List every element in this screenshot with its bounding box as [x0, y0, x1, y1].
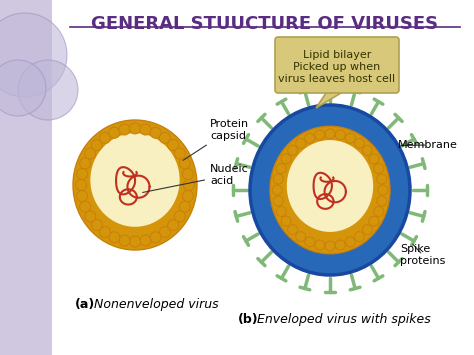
Circle shape [288, 225, 298, 235]
Circle shape [159, 226, 171, 237]
Text: Spike
proteins: Spike proteins [400, 244, 446, 266]
Circle shape [273, 196, 283, 206]
Circle shape [75, 180, 87, 191]
Circle shape [85, 148, 96, 159]
Circle shape [77, 169, 88, 180]
Circle shape [288, 145, 298, 155]
Circle shape [85, 211, 96, 222]
Circle shape [377, 196, 387, 206]
Circle shape [80, 158, 91, 169]
Circle shape [281, 154, 291, 164]
Ellipse shape [270, 126, 390, 254]
Circle shape [325, 129, 335, 139]
Circle shape [183, 180, 194, 191]
Circle shape [272, 185, 282, 195]
Circle shape [179, 201, 191, 212]
Circle shape [109, 127, 120, 138]
Circle shape [0, 60, 46, 116]
Circle shape [362, 225, 373, 235]
Circle shape [129, 236, 140, 247]
Circle shape [296, 232, 306, 242]
Circle shape [174, 211, 185, 222]
Ellipse shape [91, 133, 180, 227]
Text: Lipid bilayer: Lipid bilayer [303, 50, 371, 60]
Ellipse shape [250, 105, 410, 275]
Circle shape [276, 164, 286, 174]
Circle shape [140, 235, 151, 246]
Text: GENERAL STUUCTURE OF VIRUSES: GENERAL STUUCTURE OF VIRUSES [91, 15, 438, 33]
Circle shape [296, 138, 306, 148]
Circle shape [335, 240, 345, 250]
Circle shape [355, 232, 365, 242]
Text: Nudeic
acid: Nudeic acid [143, 164, 249, 192]
Circle shape [0, 13, 67, 97]
Ellipse shape [73, 120, 197, 250]
Circle shape [335, 130, 345, 140]
Circle shape [305, 237, 315, 247]
Circle shape [273, 174, 283, 184]
Text: (b): (b) [238, 313, 259, 326]
Circle shape [159, 132, 171, 143]
Polygon shape [316, 90, 346, 108]
Circle shape [80, 201, 91, 212]
Circle shape [315, 240, 325, 250]
Circle shape [355, 138, 365, 148]
Circle shape [77, 191, 88, 202]
Circle shape [305, 133, 315, 143]
Circle shape [174, 148, 185, 159]
Circle shape [129, 123, 140, 134]
Circle shape [345, 133, 355, 143]
Circle shape [18, 60, 78, 120]
Circle shape [182, 169, 193, 180]
Circle shape [119, 124, 130, 135]
Text: virus leaves host cell: virus leaves host cell [278, 74, 396, 84]
Circle shape [315, 130, 325, 140]
Circle shape [91, 219, 102, 230]
Text: Membrane: Membrane [398, 140, 458, 150]
Circle shape [100, 132, 110, 143]
Ellipse shape [287, 140, 373, 232]
FancyBboxPatch shape [275, 37, 399, 93]
Text: Picked up when: Picked up when [293, 62, 381, 72]
Circle shape [140, 124, 151, 135]
Circle shape [109, 232, 120, 243]
Text: Nonenveloped virus: Nonenveloped virus [90, 298, 219, 311]
Circle shape [374, 164, 384, 174]
Circle shape [377, 174, 387, 184]
Circle shape [119, 235, 130, 246]
Circle shape [100, 226, 110, 237]
Circle shape [369, 154, 379, 164]
Circle shape [276, 207, 286, 217]
Circle shape [345, 237, 355, 247]
Circle shape [325, 241, 335, 251]
Circle shape [281, 216, 291, 226]
Circle shape [91, 140, 102, 151]
Text: (a): (a) [75, 298, 95, 311]
Text: Protein
capsid: Protein capsid [183, 119, 249, 160]
Text: Enveloped virus with spikes: Enveloped virus with spikes [253, 313, 431, 326]
Circle shape [378, 185, 388, 195]
Ellipse shape [297, 151, 363, 221]
Ellipse shape [110, 154, 160, 206]
Circle shape [150, 232, 161, 243]
Circle shape [168, 219, 179, 230]
Circle shape [374, 207, 384, 217]
Circle shape [369, 216, 379, 226]
Circle shape [150, 127, 161, 138]
Ellipse shape [101, 144, 169, 216]
Circle shape [182, 191, 193, 202]
Circle shape [168, 140, 179, 151]
Circle shape [362, 145, 373, 155]
Polygon shape [0, 0, 52, 355]
Circle shape [179, 158, 191, 169]
